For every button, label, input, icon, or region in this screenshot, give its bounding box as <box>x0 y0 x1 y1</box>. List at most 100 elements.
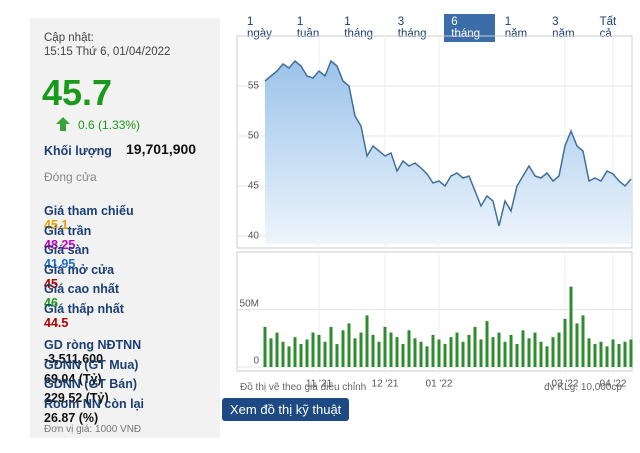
price-value: 45 <box>44 276 58 291</box>
volume-label: Khối lượng <box>44 144 112 158</box>
price-line <box>264 59 632 227</box>
tabs: 1 ngày 1 tuần 1 tháng 3 tháng 6 tháng 1 năm 3 … <box>240 14 640 42</box>
volume-bar <box>443 344 447 367</box>
up-arrow <box>56 117 70 131</box>
foreign-value: -3,511,600 <box>44 352 104 366</box>
unit: Đơn vị giá: 1000 VNĐ <box>44 424 142 435</box>
volume-bar <box>335 344 339 367</box>
price-label: Giá thấp nhất <box>44 301 124 316</box>
volume-bar <box>497 332 501 367</box>
foreign-label: GD ròng NĐTNN <box>44 338 142 352</box>
price-label: Giá trần <box>44 223 92 238</box>
volume-bar <box>293 337 297 367</box>
volume-bar <box>581 315 585 367</box>
plot-frame <box>236 35 633 249</box>
range-tab[interactable]: 3 năm <box>552 16 575 40</box>
volume-bar <box>545 346 549 367</box>
range-tab[interactable]: Tất cả <box>599 16 617 40</box>
price-value: 44.5 <box>44 315 69 330</box>
y-tick-label: 50 <box>248 131 260 142</box>
volume-bar <box>359 332 363 367</box>
volume-bar <box>347 323 351 367</box>
volume-unit: đv KLg: 10,000cp <box>544 382 622 393</box>
volume-bar <box>299 344 303 367</box>
price-value: 48.25 <box>44 237 76 252</box>
foreign-row: Room NN còn lại 26.87 (%) <box>44 397 214 425</box>
range-tab[interactable]: 3 tháng <box>397 16 427 40</box>
volume-bar <box>275 332 279 367</box>
price-label: Giá tham chiếu <box>44 204 134 218</box>
volume-bar <box>521 330 525 367</box>
volume-bar <box>611 339 615 367</box>
volume-bar <box>527 338 531 367</box>
volume-bar <box>419 341 423 367</box>
plot-frame <box>236 251 633 372</box>
volume-bar <box>539 341 543 367</box>
volume-bar <box>395 337 399 367</box>
volume-bar <box>575 323 579 367</box>
volume-bar <box>401 344 405 367</box>
status: Đóng cửa <box>44 170 97 184</box>
price-label: Giá sàn <box>44 243 90 257</box>
volume-bar <box>593 344 597 367</box>
range-tab[interactable]: 6 tháng <box>444 14 495 42</box>
volume-bar <box>557 332 561 367</box>
updated-label: Cập nhật: <box>44 32 94 44</box>
x-tick-label: 03 '22 <box>552 379 579 390</box>
volume-bar <box>479 339 483 367</box>
range-tab[interactable]: 1 năm <box>504 16 528 40</box>
volume-bar <box>383 326 387 367</box>
volume-bar <box>353 338 357 367</box>
price-row: Giá thấp nhất 44.5 <box>44 302 214 330</box>
volume-bar <box>317 334 321 367</box>
y-tick-label: 55 <box>248 81 260 92</box>
foreign-label: GDNN (GT Mua) <box>44 357 139 372</box>
volume-bar <box>617 344 621 367</box>
price-area <box>265 61 631 244</box>
range-tab[interactable]: 1 tuần <box>296 16 320 40</box>
y-tick-label: 50M <box>240 298 259 309</box>
volume-bar <box>455 332 459 367</box>
volume-bar <box>605 346 609 367</box>
volume-bar <box>281 341 285 367</box>
volume-bar <box>365 315 369 367</box>
x-tick-label: 11 '21 <box>306 379 333 390</box>
volume-bar <box>563 318 567 367</box>
price-row: Giá trần 48.25 <box>44 224 214 252</box>
updated-time: 15:15 Thứ 6, 01/04/2022 <box>44 46 171 58</box>
chart-note: Đồ thị vẽ theo giá điều chỉnh <box>240 382 367 393</box>
volume-bar <box>461 341 465 367</box>
volume-bar <box>515 344 519 367</box>
range-tab[interactable]: 1 tháng <box>344 16 374 40</box>
volume-bar <box>311 332 315 367</box>
info-panel: Cập nhật: 15:15 Thứ 6, 01/04/2022 45.7 0… <box>30 18 220 438</box>
volume-bar <box>485 321 489 367</box>
volume-bar <box>425 346 429 367</box>
technical-chart-button[interactable]: Xem đồ thị kỹ thuật <box>222 398 350 421</box>
foreign-value: 26.87 (%) <box>44 410 99 425</box>
volume-bar <box>569 286 573 367</box>
volume-bar <box>287 346 291 367</box>
change: 0.6 (1.33%) <box>78 118 141 132</box>
x-tick-label: 04 '22 <box>600 379 627 390</box>
volume-bar <box>473 326 477 367</box>
volume-bar <box>263 326 267 367</box>
volume-bar <box>587 338 591 367</box>
foreign-label: GDNN (GT Bán) <box>44 377 138 391</box>
y-tick-label: 45 <box>248 181 260 192</box>
volume-bar <box>509 334 513 367</box>
price-value: 46 <box>44 296 58 310</box>
range-tab[interactable]: 1 ngày <box>247 16 272 40</box>
volume-bar <box>305 339 309 367</box>
foreign-value: 229.52 (Tỷ) <box>44 391 109 405</box>
price-row: Giá cao nhất 46 <box>44 282 214 310</box>
price-row: Giá mở cửa 45 <box>44 263 214 291</box>
foreign-row: GDNN (GT Mua) 69.04 (Tỷ) <box>44 358 214 386</box>
volume-bar <box>269 338 273 367</box>
price: 45.7 <box>42 72 113 113</box>
price-label: Giá cao nhất <box>44 282 120 296</box>
price-row: Giá tham chiếu 45.1 <box>44 204 214 232</box>
volume-bar <box>407 330 411 367</box>
